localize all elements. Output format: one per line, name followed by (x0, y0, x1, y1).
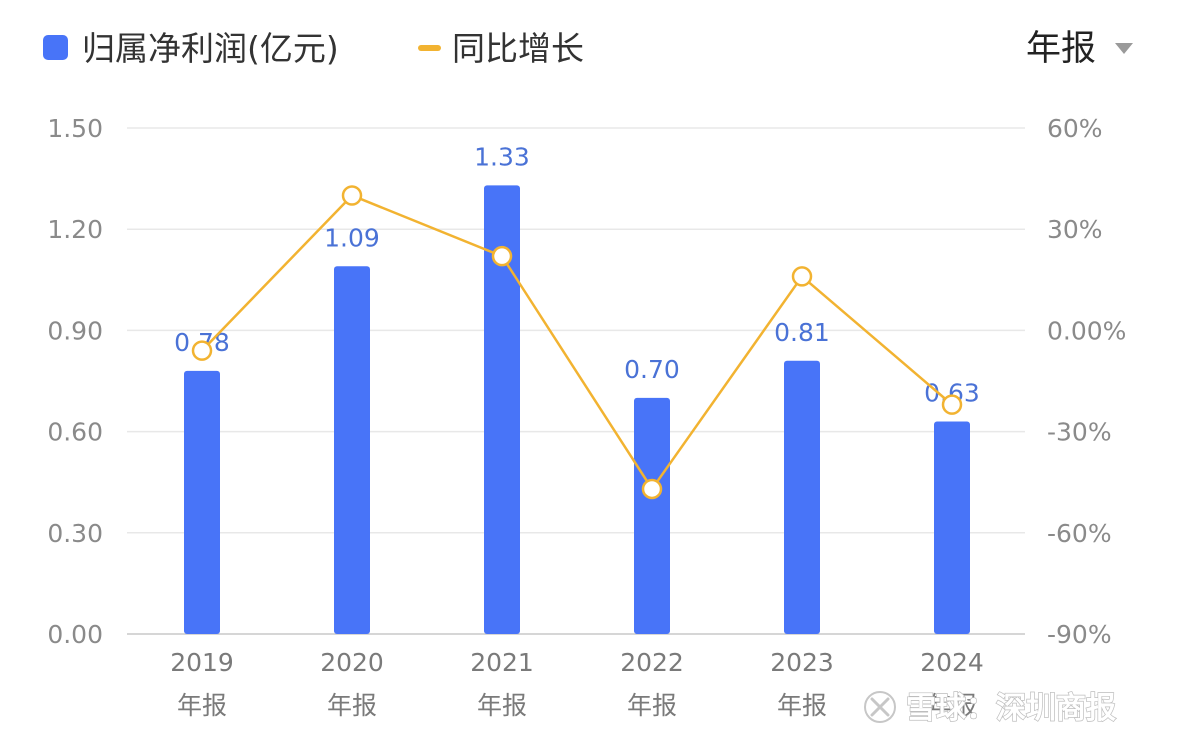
bar (784, 360, 820, 634)
line-series (191, 185, 963, 500)
x-tick-label: 2022 (620, 648, 684, 677)
x-tick-label: 2024 (920, 648, 984, 677)
x-tick-label: 2021 (470, 648, 534, 677)
right-tick-label: -60% (1047, 519, 1112, 548)
bar (184, 370, 220, 634)
caret-down-icon[interactable] (1115, 43, 1133, 54)
bar-value-label: 0.81 (774, 318, 830, 347)
legend-line-label: 同比增长 (452, 29, 584, 68)
legend-bar-label: 归属净利润(亿元) (82, 29, 339, 68)
bar-value-label: 1.33 (474, 142, 530, 171)
x-tick-sublabel: 年报 (927, 691, 977, 720)
growth-point (491, 245, 513, 267)
legend-bar-swatch (43, 35, 68, 60)
bar (934, 421, 970, 634)
x-tick-label: 2020 (320, 648, 384, 677)
growth-point (191, 340, 213, 361)
x-tick-sublabel: 年报 (627, 691, 677, 720)
bar-value-label: 0.70 (624, 355, 680, 384)
left-tick-label: 1.50 (47, 114, 103, 143)
x-tick-sublabel: 年报 (327, 691, 377, 720)
left-tick-label: 0.60 (47, 418, 103, 447)
x-tick-sublabel: 年报 (177, 691, 227, 720)
bar (334, 266, 370, 634)
legend-line-swatch (418, 45, 441, 51)
bar-series (184, 185, 970, 634)
grid (127, 127, 1025, 635)
right-tick-label: -90% (1047, 620, 1112, 649)
bar (484, 185, 520, 634)
right-tick-label: 60% (1047, 114, 1103, 143)
growth-point (941, 394, 963, 415)
watermark-text: 雪球：深圳商报 (906, 691, 1116, 726)
right-tick-label: -30% (1047, 418, 1112, 447)
snowball-logo-icon (864, 691, 896, 723)
bar (634, 397, 670, 634)
right-tick-label: 30% (1047, 215, 1103, 244)
bar-value-label: 1.09 (324, 223, 380, 252)
period-selector-label[interactable]: 年报 (1026, 29, 1096, 69)
bar-data-labels: 0.781.091.330.700.810.63 (174, 142, 980, 407)
x-axis: 2019 年报 2020 年报 2021 年报 2022 年报 2023 年报 2024 年报 (170, 648, 984, 720)
x-tick-label: 2019 (170, 648, 234, 677)
watermark: 雪球：深圳商报 (864, 690, 1117, 727)
growth-line (201, 194, 953, 491)
legend: 归属净利润(亿元) 同比增长 (43, 29, 584, 68)
x-tick-sublabel: 年报 (477, 691, 527, 720)
right-tick-label: 0.00% (1047, 316, 1126, 345)
left-tick-label: 1.20 (47, 215, 103, 244)
x-tick-sublabel: 年报 (777, 691, 827, 720)
left-tick-label: 0.00 (47, 620, 103, 649)
growth-point (791, 266, 813, 287)
growth-point (341, 185, 363, 206)
x-tick-label: 2023 (770, 648, 834, 677)
right-y-axis: -90% -60% -30% 0.00% 30% 60% (1047, 114, 1126, 649)
left-tick-label: 0.30 (47, 519, 103, 548)
left-tick-label: 0.90 (47, 316, 103, 345)
period-selector[interactable]: 年报 (1026, 29, 1133, 69)
left-y-axis: 0.00 0.30 0.60 0.90 1.20 1.50 (47, 114, 103, 649)
growth-point (641, 478, 663, 500)
